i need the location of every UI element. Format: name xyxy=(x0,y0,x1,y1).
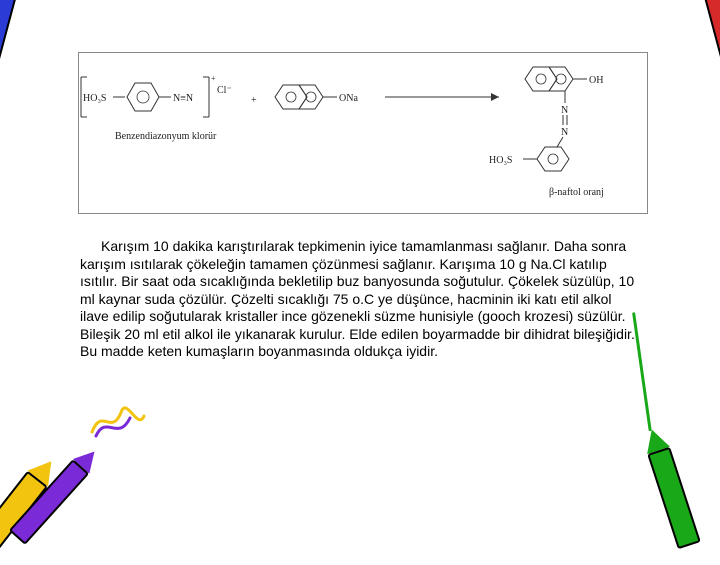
so3h-label: HO₃S xyxy=(83,93,107,104)
nn-label: N≡N xyxy=(173,93,193,104)
so3h-label-2: HO₃S xyxy=(489,155,513,166)
body-paragraph: Karışım 10 dakika karıştırılarak tepkime… xyxy=(80,238,640,361)
plus-sign: + xyxy=(251,95,257,106)
molecule-naphtholate: ONa xyxy=(275,85,358,109)
reaction-diagram: HO₃S N≡N + Cl⁻ Benzendiazonyum klorür + … xyxy=(78,52,648,214)
diazonium-caption: Benzendiazonyum klorür xyxy=(115,131,217,142)
product-caption: β-naftol oranj xyxy=(549,187,604,198)
crayon-red xyxy=(700,0,720,89)
crayon-green xyxy=(647,447,701,550)
plus-charge: + xyxy=(211,74,216,83)
crayon-scribble xyxy=(88,402,148,442)
molecule-diazonium: HO₃S N≡N + Cl⁻ Benzendiazonyum klorür xyxy=(81,74,232,142)
reaction-arrow xyxy=(385,93,499,101)
n1: N xyxy=(561,105,568,116)
oh-label: OH xyxy=(589,75,603,86)
cl-label: Cl⁻ xyxy=(217,85,232,96)
paragraph-text: Karışım 10 dakika karıştırılarak tepkime… xyxy=(80,238,640,361)
molecule-product: OH N N HO₃S β-naftol oranj xyxy=(489,67,604,198)
ona-label: ONa xyxy=(339,93,358,104)
n2: N xyxy=(561,127,568,138)
crayon-blue xyxy=(0,0,20,91)
